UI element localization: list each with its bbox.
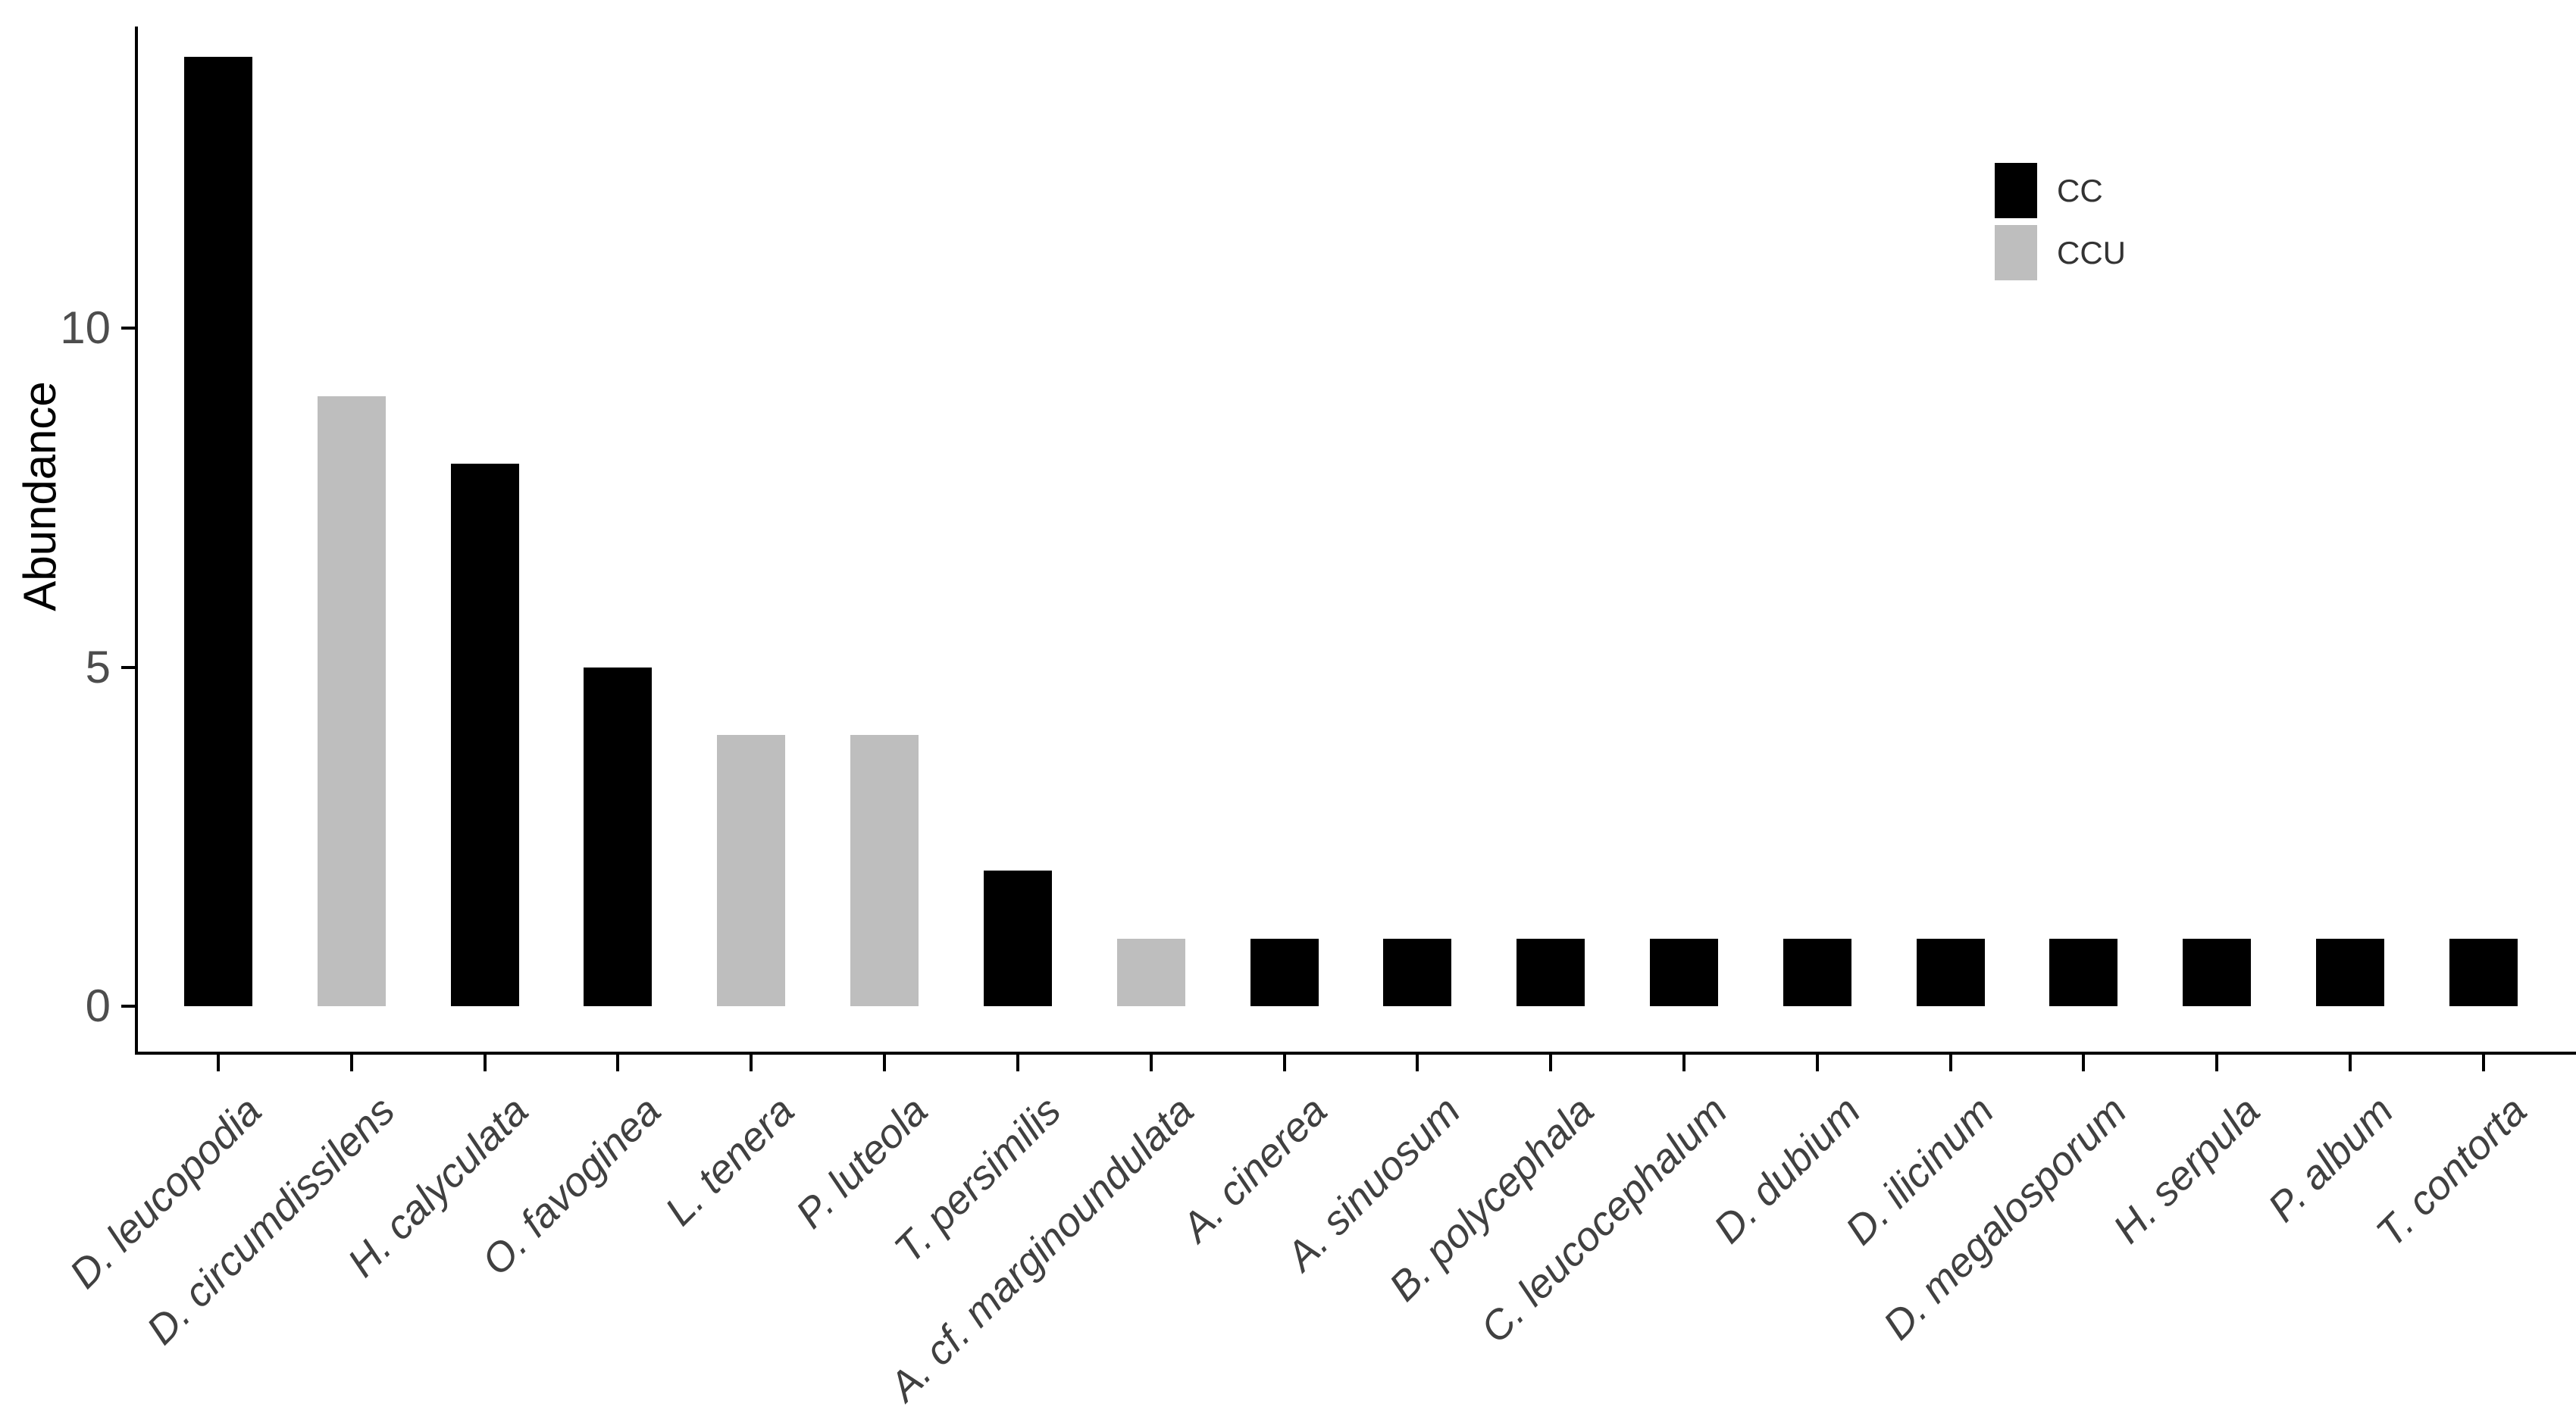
legend-key-cc: [1995, 163, 2037, 218]
x-axis-tick: [2481, 1055, 2485, 1071]
bar-l-tenera: [717, 735, 786, 1006]
bar-h-serpula: [2183, 938, 2252, 1006]
y-axis-line: [135, 27, 138, 1055]
bar-t-persimilis: [983, 871, 1052, 1006]
legend-label: CC: [2057, 172, 2103, 208]
y-axis-tick: [121, 327, 138, 330]
y-tick-label: 5: [85, 641, 111, 693]
x-category-label: H. serpula: [2105, 1087, 2269, 1252]
bar-d-leucopodia: [184, 57, 252, 1006]
x-axis-tick: [1948, 1055, 1952, 1071]
x-axis-tick: [1682, 1055, 1686, 1071]
bar-o-favoginea: [584, 667, 653, 1006]
x-axis-tick: [616, 1055, 620, 1071]
bar-d-megalosporum: [2049, 938, 2118, 1006]
x-axis-tick: [1282, 1055, 1286, 1071]
x-category-label: P. album: [2259, 1087, 2402, 1231]
x-axis-tick: [1815, 1055, 1819, 1071]
legend-label: CCU: [2057, 234, 2126, 270]
x-axis-tick: [349, 1055, 353, 1071]
y-tick-label: 10: [60, 302, 111, 353]
x-axis-tick: [1549, 1055, 1553, 1071]
x-axis-tick: [750, 1055, 753, 1071]
bar-b-polycephala: [1516, 938, 1585, 1006]
legend-entry-ccu: CCU: [1995, 225, 2126, 280]
x-category-label: L. tenera: [656, 1087, 803, 1235]
x-axis-tick: [2349, 1055, 2352, 1071]
x-category-label: D. megalosporum: [1875, 1087, 2136, 1349]
bar-d-circumdissilens: [317, 396, 386, 1006]
bar-a-sinuosum: [1383, 938, 1452, 1006]
bar-p-album: [2316, 938, 2385, 1006]
y-axis-tick: [121, 1005, 138, 1008]
bar-d-ilicinum: [1916, 938, 1985, 1006]
legend: CC CCU: [1995, 163, 2126, 287]
x-axis-tick: [483, 1055, 487, 1071]
y-axis-title: Abundance: [14, 381, 65, 611]
bar-p-luteola: [850, 735, 919, 1006]
y-tick-label: 0: [85, 980, 111, 1031]
bar-t-contorta: [2449, 938, 2518, 1006]
bar-h-calyculata: [450, 464, 519, 1006]
x-axis-tick: [2082, 1055, 2086, 1071]
x-axis-tick: [217, 1055, 220, 1071]
x-axis-tick: [2215, 1055, 2219, 1071]
x-category-label: C. leucocephalum: [1472, 1087, 1736, 1352]
bar-c-leucocephalum: [1650, 938, 1719, 1006]
y-axis-tick: [121, 665, 138, 669]
legend-key-ccu: [1995, 225, 2037, 280]
x-axis-tick: [883, 1055, 887, 1071]
x-axis-tick: [1016, 1055, 1019, 1071]
bar-a-cf-marginoundulata: [1116, 938, 1185, 1006]
bar-d-dubium: [1783, 938, 1851, 1006]
x-axis-tick: [1149, 1055, 1153, 1071]
x-axis-tick: [1416, 1055, 1419, 1071]
x-axis-line: [135, 1052, 2576, 1055]
legend-entry-cc: CC: [1995, 163, 2126, 218]
bar-a-cinerea: [1250, 938, 1319, 1006]
x-category-label: D. circumdissilens: [138, 1087, 404, 1353]
